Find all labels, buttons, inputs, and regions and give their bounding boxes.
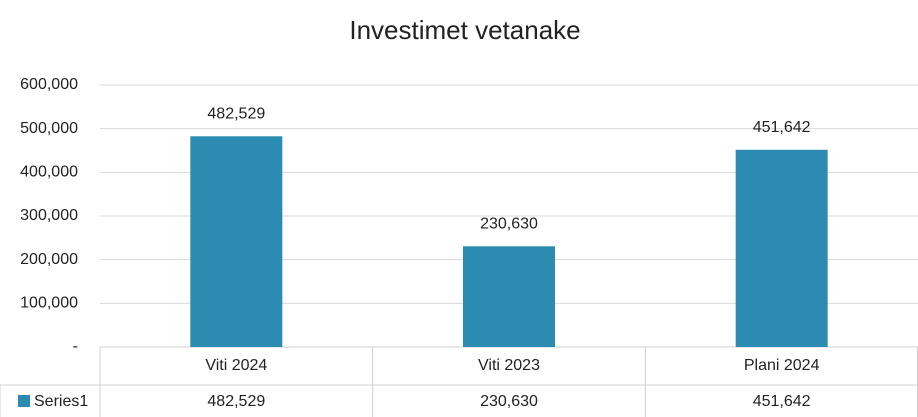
chart-title: Investimet vetanake	[349, 15, 580, 45]
data-label: 451,642	[753, 119, 811, 136]
x-tick-label: Viti 2023	[478, 357, 540, 374]
y-tick-label: 400,000	[20, 164, 78, 181]
bar	[735, 149, 828, 347]
table-value: 482,529	[207, 393, 265, 410]
y-tick-label: 200,000	[20, 251, 78, 268]
y-tick-label: -	[73, 338, 78, 355]
table-value: 451,642	[753, 393, 811, 410]
y-tick-label: 300,000	[20, 207, 78, 224]
y-tick-label: 600,000	[20, 76, 78, 93]
y-tick-label: 100,000	[20, 295, 78, 312]
y-tick-label: 500,000	[20, 120, 78, 137]
legend-swatch	[18, 395, 30, 407]
legend-label: Series1	[34, 393, 88, 410]
table-value: 230,630	[480, 393, 538, 410]
data-label: 482,529	[207, 106, 265, 123]
bar	[190, 136, 283, 347]
data-label: 230,630	[480, 216, 538, 233]
x-tick-label: Plani 2024	[744, 357, 820, 374]
bar	[463, 246, 555, 347]
x-tick-label: Viti 2024	[205, 357, 267, 374]
